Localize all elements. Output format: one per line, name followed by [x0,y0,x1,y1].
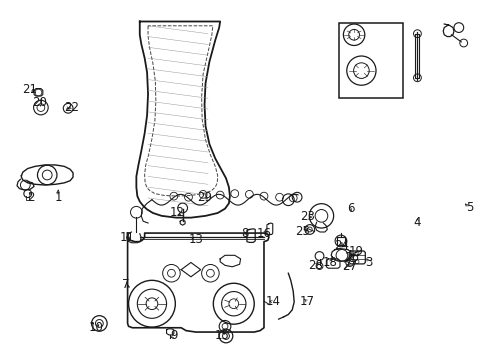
Text: 26: 26 [344,251,358,264]
Text: 15: 15 [215,329,229,342]
Text: 10: 10 [89,321,103,334]
Text: 3: 3 [365,256,372,269]
Text: 4: 4 [413,216,420,229]
Text: 5: 5 [465,202,472,215]
Text: 18: 18 [322,256,337,269]
Text: 22: 22 [64,101,79,114]
Text: 8: 8 [240,226,248,239]
Text: 29: 29 [197,191,212,204]
Text: 27: 27 [341,260,356,273]
Text: 24: 24 [334,239,349,252]
Text: 25: 25 [295,225,310,238]
Text: 13: 13 [188,233,203,246]
Text: 7: 7 [122,278,129,291]
Text: 20: 20 [32,96,47,109]
Text: 6: 6 [346,202,354,215]
Text: 19: 19 [348,245,363,258]
Text: 2: 2 [27,191,35,204]
Text: 17: 17 [299,295,314,308]
Text: 21: 21 [21,83,37,96]
Text: 14: 14 [264,296,280,309]
Text: 12: 12 [169,206,184,219]
Bar [339,23,402,98]
Text: 9: 9 [170,329,177,342]
Text: 1: 1 [54,191,61,204]
Text: 23: 23 [300,210,315,223]
Text: 28: 28 [307,259,322,272]
Text: 16: 16 [256,226,271,239]
Text: 11: 11 [120,231,135,244]
